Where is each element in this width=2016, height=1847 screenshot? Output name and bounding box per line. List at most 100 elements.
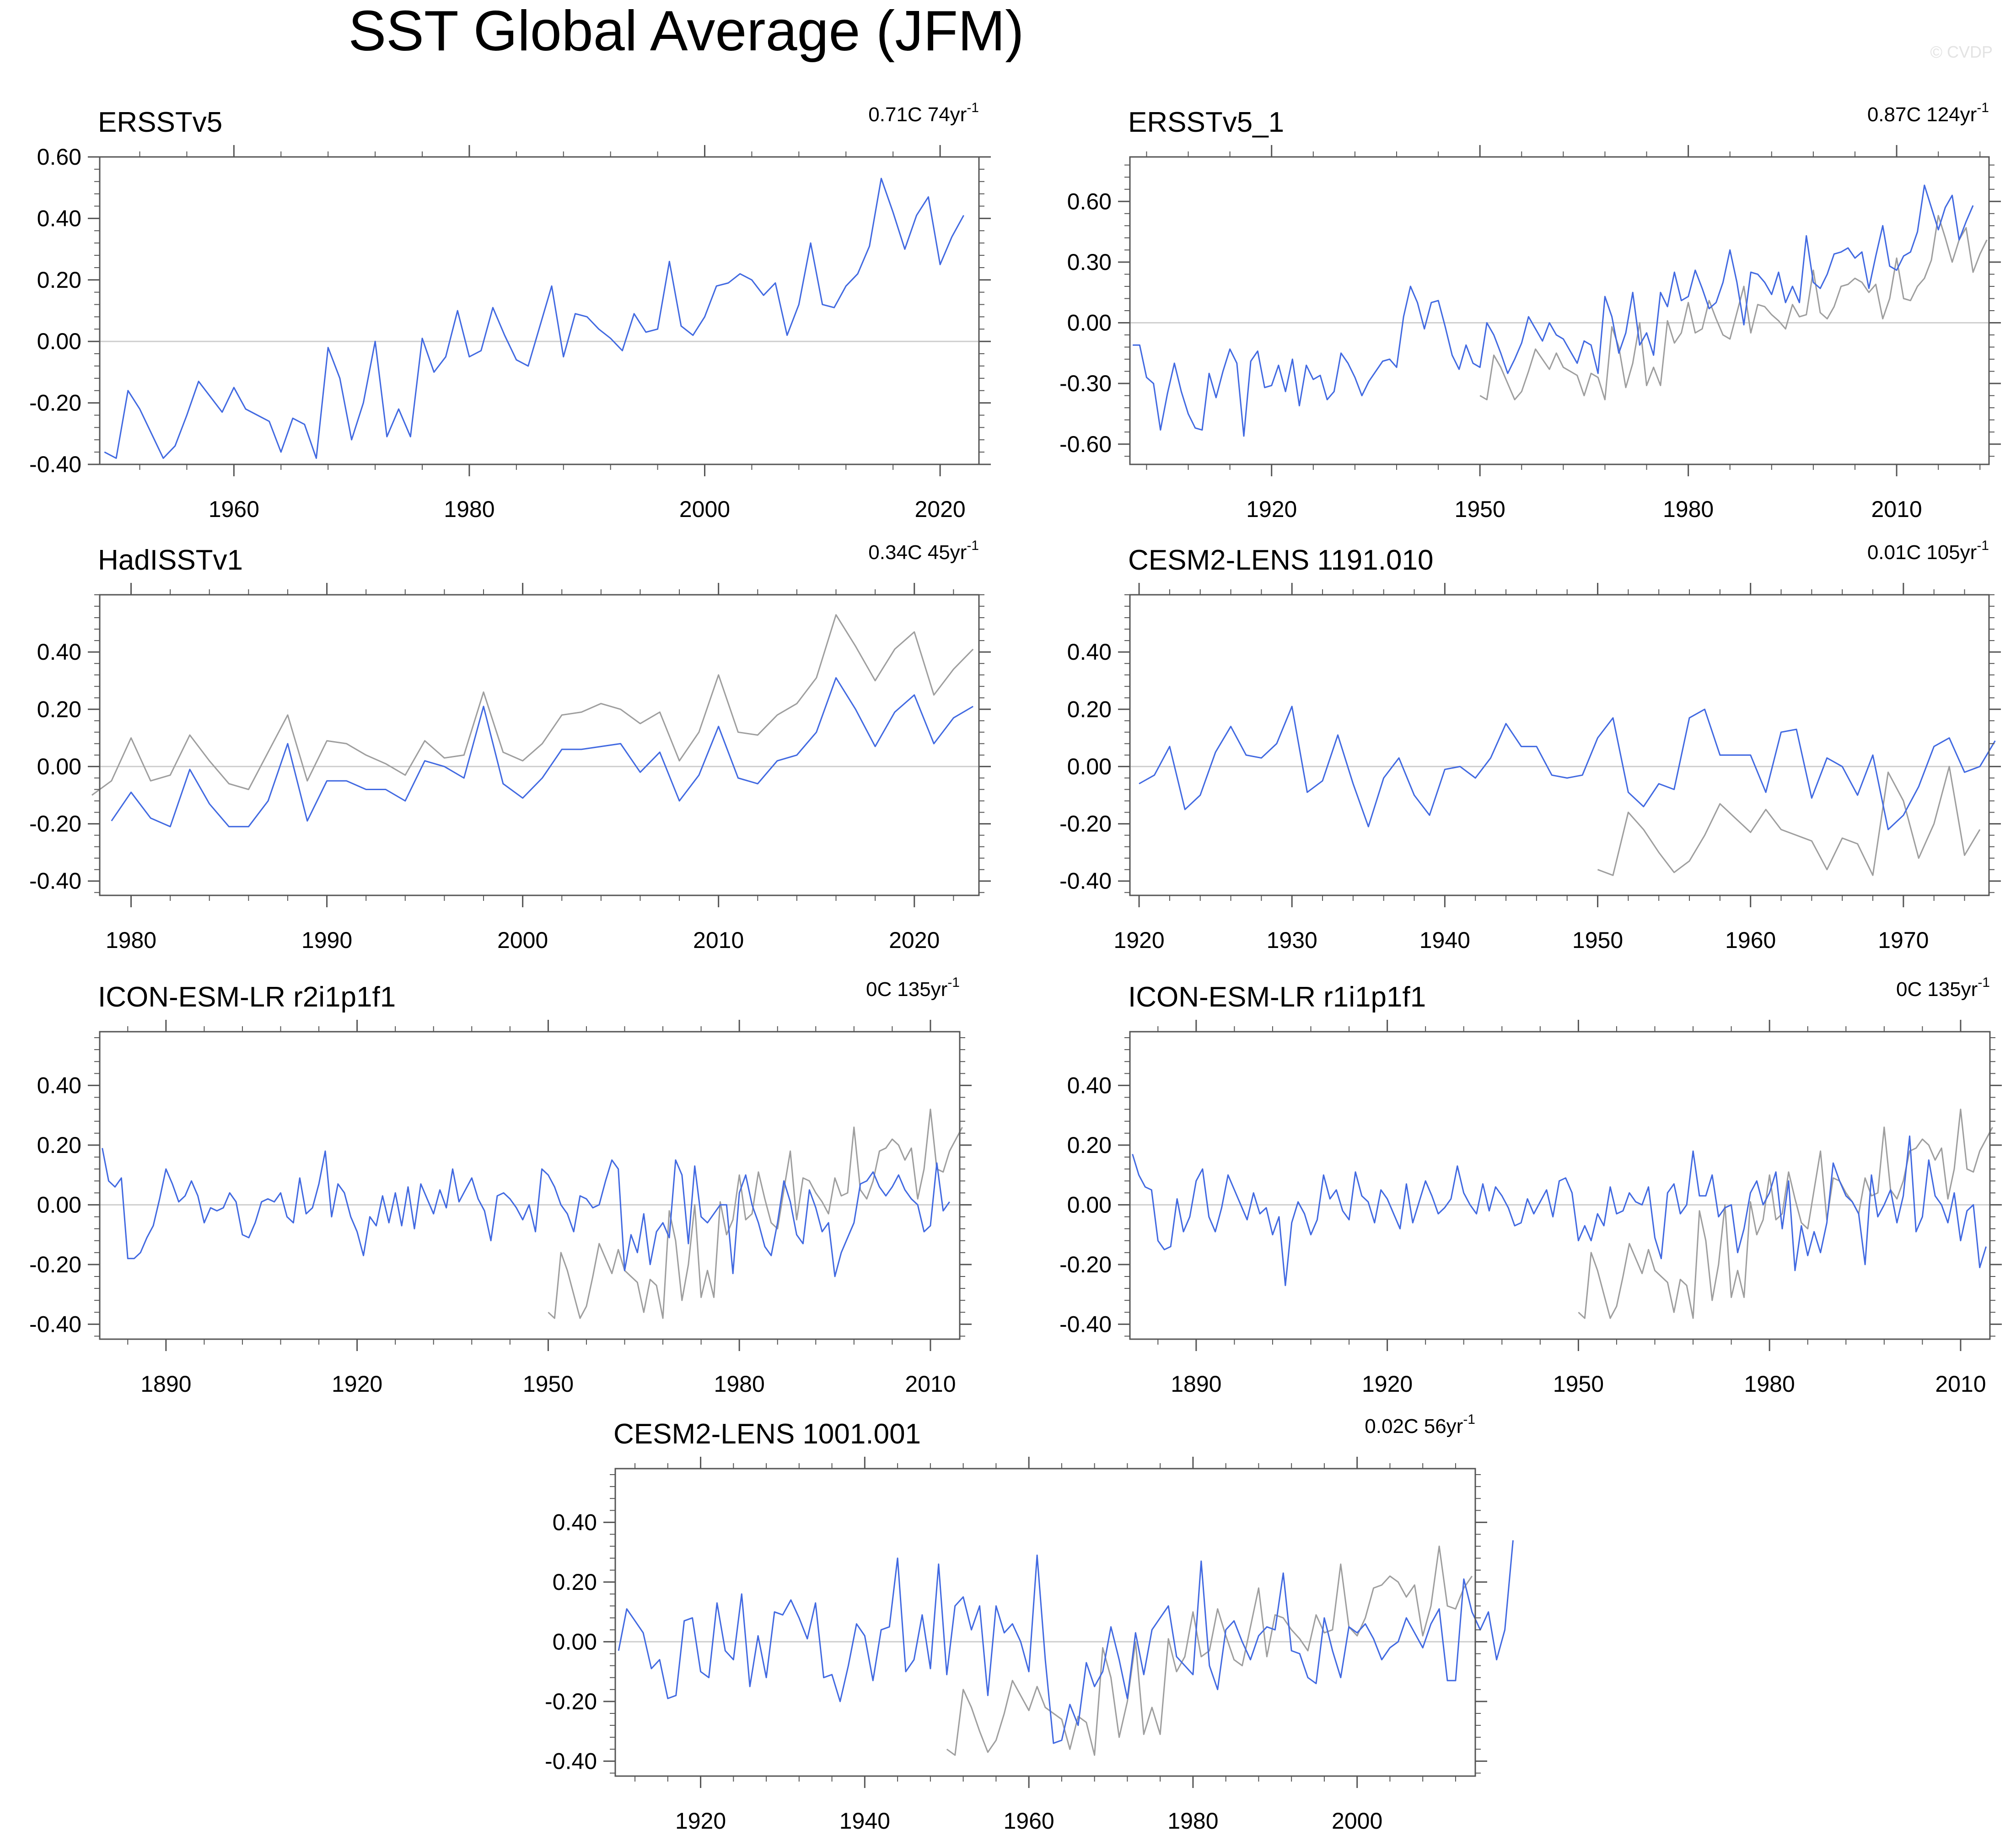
x-tick-label: 2010: [1935, 1371, 1986, 1397]
series-line-gray: [1479, 215, 1988, 400]
panel-title: ICON-ESM-LR r2i1p1f1: [98, 981, 396, 1013]
y-tick-label: -0.20: [29, 1252, 81, 1277]
x-tick-label: 1920: [332, 1371, 382, 1397]
y-tick-label: 0.20: [37, 1132, 81, 1158]
y-tick-label: 0.00: [553, 1629, 597, 1654]
watermark: © CVDP: [1930, 43, 1993, 61]
trend-period: 105yr: [1926, 541, 1977, 564]
y-tick-label: 0.30: [1067, 249, 1112, 275]
y-tick-label: 0.20: [37, 267, 81, 293]
trend-period: 56yr: [1424, 1415, 1463, 1438]
series-line-gray: [548, 1109, 963, 1319]
y-tick-label: 0.20: [37, 696, 81, 722]
x-tick-label: 2020: [889, 927, 940, 953]
trend-superscript: -1: [947, 975, 960, 990]
series-line-gray: [91, 614, 974, 796]
y-tick-label: 0.60: [1067, 188, 1112, 214]
y-tick-label: -0.20: [29, 390, 81, 416]
trend-period: 135yr: [1927, 978, 1978, 1001]
y-tick-label: 0.00: [1067, 1192, 1112, 1217]
plot-frame: [614, 1468, 1476, 1777]
series-line-blue: [618, 1540, 1514, 1744]
y-tick-label: 0.00: [1067, 310, 1112, 336]
x-tick-label: 1890: [140, 1371, 191, 1397]
series-line-gray: [1578, 1109, 1993, 1319]
x-tick-label: 1920: [675, 1808, 726, 1834]
chart-panel: -0.40 -0.20 0.00 0.20 0.40 1890 1920 1950 1980 20…: [1059, 975, 2002, 1397]
y-tick-label: 0.20: [1067, 1132, 1112, 1158]
y-tick-label: 0.00: [1067, 754, 1112, 779]
trend-annotation: 0.87C 124yr-1: [1867, 100, 1989, 126]
x-tick-label: 1980: [106, 927, 156, 953]
x-tick-label: 1980: [1167, 1808, 1218, 1834]
trend-value: 0.34C: [868, 541, 922, 564]
x-tick-label: 1980: [714, 1371, 765, 1397]
plot-frame: [1129, 156, 1990, 465]
trend-superscript: -1: [967, 100, 979, 115]
y-tick-label: 0.40: [37, 639, 81, 665]
series-line-blue: [1132, 1135, 1987, 1287]
series-line-blue: [102, 1148, 950, 1277]
y-tick-label: -0.20: [1059, 811, 1112, 837]
trend-superscript: -1: [1977, 538, 1989, 553]
y-tick-label: 0.40: [37, 205, 81, 231]
trend-period: 135yr: [897, 978, 947, 1001]
x-tick-label: 2000: [1332, 1808, 1382, 1834]
trend-superscript: -1: [1463, 1412, 1475, 1427]
trend-period: 74yr: [928, 103, 967, 126]
trend-annotation: 0C 135yr-1: [866, 975, 960, 1001]
figure-title: SST Global Average (JFM): [348, 0, 1024, 63]
trend-value: 0.87C: [1867, 103, 1921, 126]
trend-annotation: 0.34C 45yr-1: [868, 538, 979, 564]
panel-title: ICON-ESM-LR r1i1p1f1: [1128, 981, 1426, 1013]
series-line-blue: [1133, 184, 1974, 437]
y-tick-label: -0.40: [29, 1311, 81, 1337]
trend-value: 0.71C: [868, 103, 922, 126]
x-tick-label: 1960: [1004, 1808, 1054, 1834]
y-tick-label: -0.60: [1059, 431, 1112, 457]
series-line-gray: [946, 1545, 1473, 1756]
y-tick-label: 0.40: [37, 1072, 81, 1098]
x-tick-label: 1920: [1246, 496, 1297, 522]
x-tick-label: 2010: [905, 1371, 956, 1397]
x-tick-label: 1980: [1663, 496, 1714, 522]
series-line-blue: [104, 178, 964, 459]
y-tick-label: -0.20: [1059, 1252, 1112, 1277]
x-tick-label: 2010: [693, 927, 744, 953]
y-tick-label: -0.40: [1059, 1311, 1112, 1337]
x-tick-label: 1940: [839, 1808, 890, 1834]
chart-panel: -0.40 -0.20 0.00 0.20 0.40 1920 1930 1940 1950 19…: [1059, 538, 2001, 953]
x-tick-label: 2020: [914, 496, 965, 522]
plot-frame: [99, 1031, 961, 1340]
x-tick-label: 1940: [1419, 927, 1470, 953]
y-tick-label: -0.20: [545, 1689, 597, 1714]
trend-period: 124yr: [1926, 103, 1977, 126]
x-tick-label: 1970: [1878, 927, 1929, 953]
panel-title: HadISSTv1: [98, 544, 243, 576]
x-tick-label: 1950: [1572, 927, 1623, 953]
y-tick-label: 0.00: [37, 754, 81, 779]
trend-annotation: 0.71C 74yr-1: [868, 100, 979, 126]
trend-annotation: 0.02C 56yr-1: [1365, 1412, 1475, 1438]
chart-panel: -0.40 -0.20 0.00 0.20 0.40 1890 1920 1950 1980 20…: [29, 975, 972, 1397]
chart-panel: -0.40 -0.20 0.00 0.20 0.40 1920 1940 1960 1980 20…: [545, 1412, 1514, 1834]
trend-period: 45yr: [928, 541, 967, 564]
trend-value: 0C: [1896, 978, 1922, 1001]
chart-panel: -0.40 -0.20 0.00 0.20 0.40 1980 1990 2000 2010 20…: [29, 538, 991, 953]
x-tick-label: 1980: [1744, 1371, 1795, 1397]
x-tick-label: 1960: [209, 496, 259, 522]
series-line-gray: [1597, 765, 1981, 876]
y-tick-label: 0.20: [1067, 696, 1112, 722]
plot-frame: [1129, 1031, 1991, 1340]
trend-annotation: 0C 135yr-1: [1896, 975, 1990, 1001]
y-tick-label: 0.00: [37, 1192, 81, 1217]
series-line-blue: [111, 677, 973, 828]
panel-title: ERSSTv5_1: [1128, 107, 1284, 138]
y-tick-label: -0.40: [545, 1748, 597, 1774]
trend-superscript: -1: [1977, 100, 1989, 115]
x-tick-label: 1920: [1362, 1371, 1413, 1397]
trend-value: 0C: [866, 978, 892, 1001]
y-tick-label: -0.40: [29, 868, 81, 894]
y-tick-label: 0.40: [1067, 1072, 1112, 1098]
chart-panel: -0.60 -0.30 0.00 0.30 0.60 1920 1950 1980 2010 ER…: [1059, 100, 2001, 522]
